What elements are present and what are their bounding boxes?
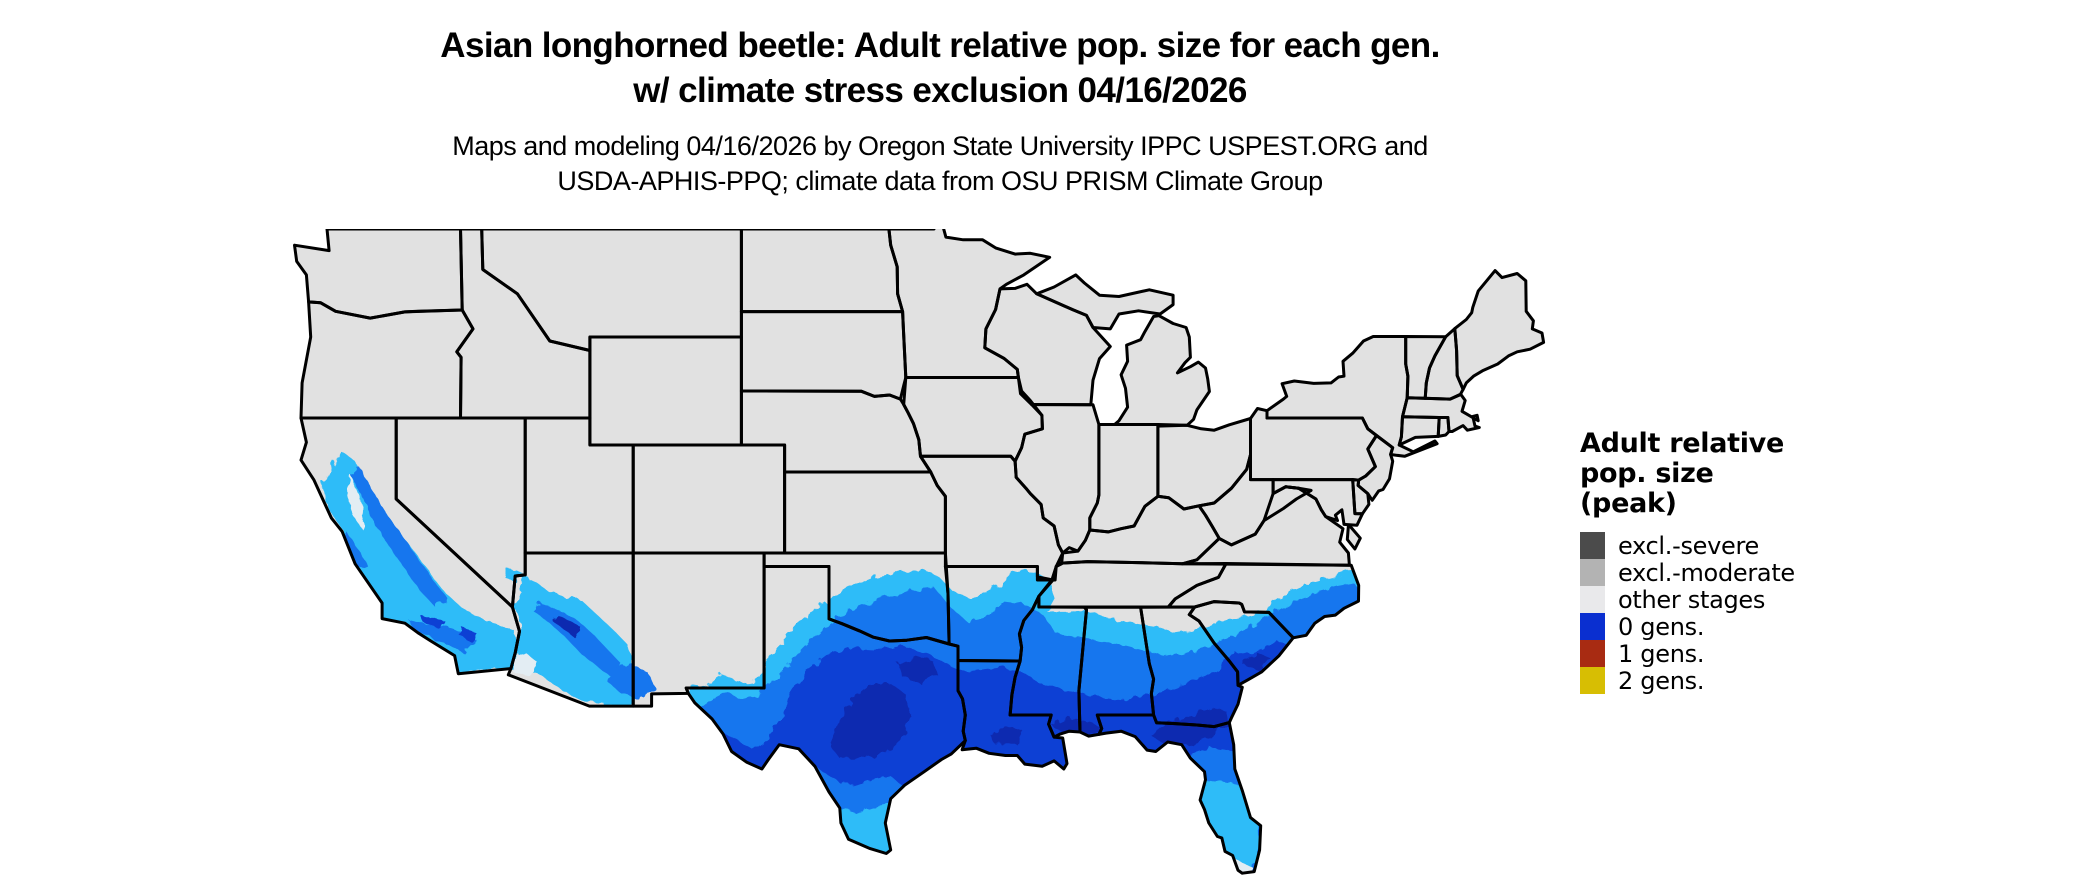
population-region-pale: [513, 652, 539, 676]
population-region-navy: [829, 682, 912, 759]
state-shape: [1036, 274, 1174, 329]
state-border: [1166, 562, 1361, 640]
state-border: [983, 282, 1112, 407]
map-title: Asian longhorned beetle: Adult relative …: [0, 24, 1880, 114]
population-region-medium: [342, 531, 369, 570]
legend-swatch: [1580, 586, 1605, 613]
state-border: [1401, 393, 1481, 433]
legend-swatch: [1580, 667, 1605, 694]
state-shape: [1114, 315, 1210, 426]
state-shape: [1438, 417, 1449, 437]
legend-label: 2 gens.: [1618, 666, 1705, 695]
state-border: [1453, 269, 1546, 391]
state-shape: [633, 445, 785, 553]
legend-title-line3: (peak): [1580, 488, 1677, 519]
state-shape: [633, 553, 765, 707]
states-border-layer: [293, 229, 1546, 875]
state-shape: [784, 472, 946, 553]
legend-item: excl.-severe: [1580, 531, 1795, 560]
map-subtitle-line1: Maps and modeling 04/16/2026 by Oregon S…: [452, 130, 1428, 161]
legend-label: excl.-severe: [1618, 531, 1760, 560]
state-shape: [1056, 496, 1220, 567]
state-shape: [903, 377, 1043, 462]
map-subtitle-line2: USDA-APHIS-PPQ; climate data from OSU PR…: [557, 166, 1323, 197]
state-shape: [920, 456, 1063, 580]
legend-item: 0 gens.: [1580, 612, 1795, 641]
legend-title-line1: Adult relative: [1580, 428, 1784, 459]
state-shape: [741, 311, 906, 400]
population-region-pale: [346, 474, 364, 529]
legend-label: other stages: [1618, 585, 1766, 614]
population-region-cyan: [504, 569, 522, 583]
state-shape: [301, 301, 473, 418]
population-region-deep: [420, 615, 446, 628]
map-title-line2: w/ climate stress exclusion 04/16/2026: [633, 70, 1247, 110]
state-shape: [589, 337, 742, 445]
state-shape: [984, 284, 1111, 405]
states-fill-layer: [294, 229, 1544, 874]
population-region-navy: [552, 613, 583, 637]
state-shape: [1089, 424, 1158, 532]
population-region-navy: [1051, 717, 1104, 736]
legend-title-line2: pop. size: [1580, 458, 1714, 489]
population-region-navy: [1149, 708, 1230, 746]
population-region-deep: [459, 628, 477, 641]
state-shape: [1352, 479, 1369, 514]
state-shape: [1454, 270, 1544, 390]
legend-item: 2 gens.: [1580, 666, 1795, 695]
state-shape: [1250, 408, 1377, 481]
legend-label: 0 gens.: [1618, 612, 1705, 641]
state-shape: [1182, 486, 1350, 566]
legend-items: excl.-severe excl.-moderate other stages 0 …: [1580, 531, 1795, 695]
population-region-medium: [409, 620, 477, 653]
state-shape: [481, 229, 742, 351]
population-region-navy: [898, 655, 938, 683]
state-shape: [1402, 394, 1480, 432]
population-region-cyan: [1196, 779, 1260, 874]
legend-title: Adult relative pop. size (peak): [1580, 429, 1795, 519]
legend-item: 1 gens.: [1580, 639, 1795, 668]
legend-swatch: [1580, 559, 1605, 586]
state-shape: [741, 391, 931, 472]
legend-label: 1 gens.: [1618, 639, 1705, 668]
us-map-svg: [293, 229, 1546, 875]
map-title-line1: Asian longhorned beetle: Adult relative …: [440, 26, 1440, 65]
state-shape: [1425, 328, 1464, 400]
legend-swatch: [1580, 613, 1605, 640]
state-shape: [1015, 404, 1099, 553]
state-border: [1035, 273, 1175, 331]
state-shape: [396, 418, 526, 607]
state-border: [1113, 314, 1211, 427]
legend-item: other stages: [1580, 585, 1795, 614]
population-region-navy: [989, 725, 1024, 745]
state-shape: [741, 229, 903, 312]
us-map: [288, 229, 1546, 884]
legend-label: excl.-moderate: [1618, 558, 1795, 587]
state-shape: [1267, 336, 1438, 457]
state-border: [684, 565, 967, 855]
map-subtitle: Maps and modeling 04/16/2026 by Oregon S…: [0, 129, 1880, 200]
map-legend: Adult relative pop. size (peak) excl.-se…: [1580, 429, 1795, 695]
figure-header: Asian longhorned beetle: Adult relative …: [0, 0, 1880, 200]
state-shape: [1399, 416, 1440, 445]
state-shape: [888, 229, 1050, 378]
state-shape: [294, 229, 463, 319]
legend-swatch: [1580, 640, 1605, 667]
state-shape: [1199, 454, 1312, 545]
population-region-medium: [350, 466, 449, 607]
state-shape: [1157, 418, 1251, 509]
state-border: [1095, 713, 1263, 875]
population-region-navy: [1242, 652, 1271, 672]
legend-item: excl.-moderate: [1580, 558, 1795, 587]
legend-swatch: [1580, 532, 1605, 559]
state-shape: [525, 418, 634, 553]
